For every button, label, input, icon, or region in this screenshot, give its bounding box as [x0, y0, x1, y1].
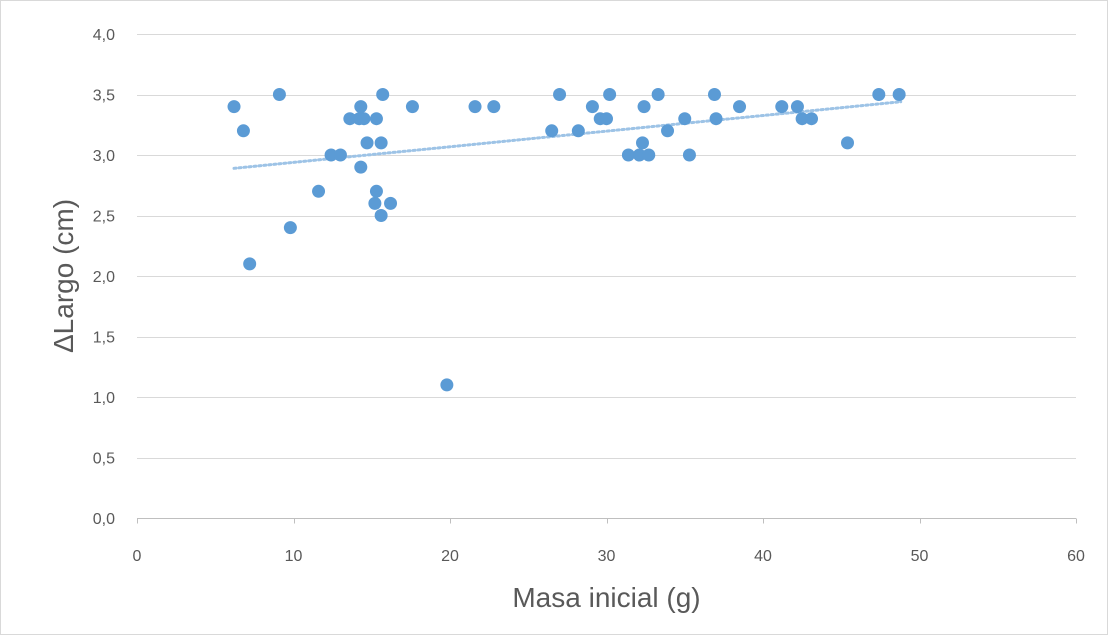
x-tick-label: 20 — [441, 548, 459, 565]
data-point — [603, 88, 617, 101]
data-point — [468, 100, 482, 114]
tick-labels: 0,0 0,5 1,0 1,5 2,0 2,5 3,0 3,5 4,0 0 10 20 30 40 50 60 — [93, 27, 1085, 565]
data-point — [368, 196, 382, 210]
data-point — [324, 148, 338, 162]
data-point — [374, 209, 388, 222]
y-axis-title: ΔLargo (cm) — [48, 199, 79, 353]
x-axis-title: Masa inicial (g) — [512, 582, 700, 613]
y-tick-label: 4,0 — [93, 27, 115, 44]
data-point — [651, 88, 665, 101]
data-point — [272, 88, 286, 101]
data-point — [707, 88, 721, 101]
data-point — [642, 148, 656, 162]
data-point — [775, 100, 789, 114]
data-point — [545, 124, 559, 138]
data-points — [227, 88, 906, 392]
y-tick-label: 0,0 — [93, 511, 115, 528]
data-point — [243, 257, 257, 271]
axes — [137, 518, 1077, 524]
data-point — [343, 112, 357, 126]
data-point — [795, 112, 809, 126]
data-point — [360, 136, 374, 150]
y-tick-label: 0,5 — [93, 451, 115, 468]
data-point — [236, 124, 250, 138]
data-point — [682, 148, 696, 162]
data-point — [374, 136, 388, 150]
x-tick-label: 0 — [133, 548, 142, 565]
data-point — [333, 148, 347, 162]
x-tick-label: 30 — [598, 548, 616, 565]
data-point — [440, 378, 454, 392]
data-point — [709, 112, 723, 126]
x-tick-label: 60 — [1067, 548, 1085, 565]
y-tick-label: 1,5 — [93, 330, 115, 347]
data-point — [585, 100, 599, 114]
y-tick-label: 2,0 — [93, 269, 115, 286]
data-point — [283, 221, 297, 235]
x-tick-label: 10 — [285, 548, 303, 565]
data-point — [637, 100, 651, 114]
data-point — [312, 184, 326, 198]
data-point — [369, 112, 383, 126]
data-point — [661, 124, 675, 138]
data-point — [872, 88, 886, 101]
data-point — [487, 100, 501, 114]
data-point — [384, 196, 398, 210]
x-tick-label: 50 — [911, 548, 929, 565]
data-point — [369, 184, 383, 198]
data-point — [405, 100, 419, 114]
data-point — [805, 112, 819, 126]
data-point — [227, 100, 241, 114]
data-point — [892, 88, 906, 101]
data-point — [733, 100, 747, 114]
data-point — [354, 160, 368, 174]
data-point — [357, 112, 371, 126]
data-point — [635, 136, 649, 150]
y-tick-label: 3,0 — [93, 148, 115, 165]
data-point — [621, 148, 635, 162]
data-point — [678, 112, 692, 126]
y-tick-label: 2,5 — [93, 209, 115, 226]
data-point — [790, 100, 804, 114]
data-point — [600, 112, 613, 126]
y-tick-label: 3,5 — [93, 88, 115, 105]
data-point — [841, 136, 855, 150]
data-point — [632, 148, 646, 162]
data-point — [354, 100, 368, 114]
x-tick-label: 40 — [754, 548, 772, 565]
data-point — [376, 88, 390, 101]
data-point — [571, 124, 585, 138]
gridlines — [137, 34, 1076, 459]
data-point — [553, 88, 567, 101]
y-tick-label: 1,0 — [93, 390, 115, 407]
